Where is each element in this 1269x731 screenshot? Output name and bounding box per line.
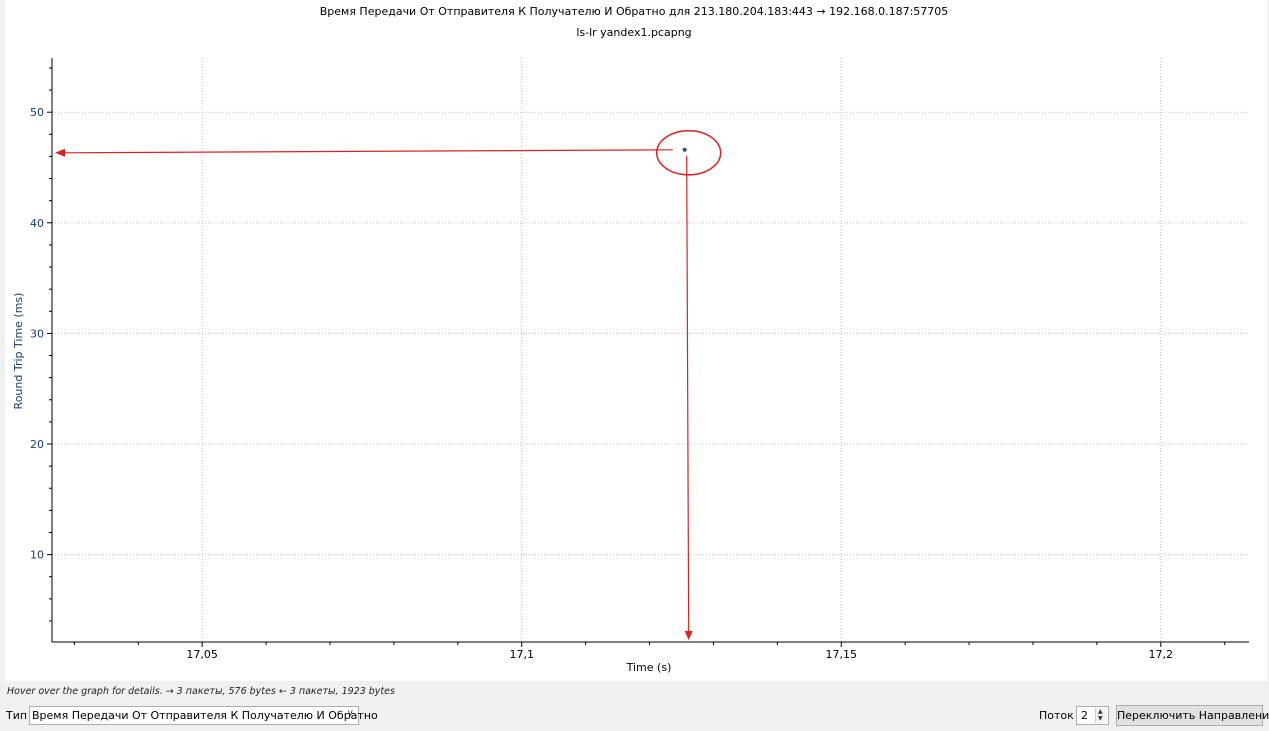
- chevron-down-icon: ∨: [346, 708, 354, 719]
- chart-title: Время Передачи От Отправителя К Получате…: [320, 5, 949, 18]
- y-tick-label: 30: [30, 327, 44, 340]
- switch-direction-button[interactable]: Переключить Направление: [1116, 705, 1269, 726]
- annotation-arrowhead-down: [684, 631, 693, 640]
- hint-text: Hover over the graph for details. → 3 па…: [7, 686, 395, 697]
- x-tick-label: 17,15: [826, 648, 858, 661]
- stream-label: Поток: [1039, 709, 1074, 722]
- spin-up-icon[interactable]: ▲: [1098, 708, 1103, 715]
- points-layer: [682, 147, 687, 152]
- axes-layer: [51, 58, 1249, 643]
- grid-layer: [52, 58, 1249, 642]
- graph-type-select-value: Время Передачи От Отправителя К Получате…: [32, 709, 378, 722]
- annotation-layer: [55, 130, 722, 640]
- annotation-arrow-horizontal: [63, 149, 673, 154]
- x-axis-label: Time (s): [626, 661, 672, 674]
- y-tick-label: 40: [30, 217, 44, 230]
- data-point[interactable]: [682, 147, 687, 152]
- y-tick-label: 10: [30, 549, 44, 562]
- spin-down-icon[interactable]: ▼: [1098, 715, 1103, 722]
- annotation-circle: [655, 130, 722, 176]
- controls-row: Тип Время Передачи От Отправителя К Полу…: [0, 704, 1269, 728]
- annotation-arrow-vertical: [686, 155, 690, 635]
- rtt-chart[interactable]: 10 20 30 40 50 17,05 17,1 17,15 17,2 Время Перед…: [5, 0, 1267, 681]
- ticks-layer: 10 20 30 40 50 17,05 17,1 17,15 17,2: [30, 67, 1226, 661]
- stream-spinbox-value: 2: [1081, 709, 1088, 722]
- stream-spinbox[interactable]: 2 ▲ ▼: [1076, 706, 1109, 725]
- plot-area[interactable]: 10 20 30 40 50 17,05 17,1 17,15 17,2 Время Перед…: [5, 0, 1267, 681]
- graph-type-select[interactable]: Время Передачи От Отправителя К Получате…: [29, 706, 378, 725]
- y-tick-label: 50: [30, 106, 44, 119]
- stream-spinbox-arrows[interactable]: ▲ ▼: [1095, 708, 1107, 723]
- y-axis-label: Round Trip Time (ms): [12, 293, 25, 410]
- annotation-arrowhead-left: [55, 148, 65, 157]
- y-tick-label: 20: [30, 438, 44, 451]
- chart-subtitle: ls-lr yandex1.pcapng: [576, 26, 691, 39]
- x-tick-label: 17,2: [1149, 648, 1174, 661]
- type-label: Тип: [6, 709, 28, 722]
- x-tick-label: 17,05: [186, 648, 218, 661]
- x-tick-label: 17,1: [509, 648, 534, 661]
